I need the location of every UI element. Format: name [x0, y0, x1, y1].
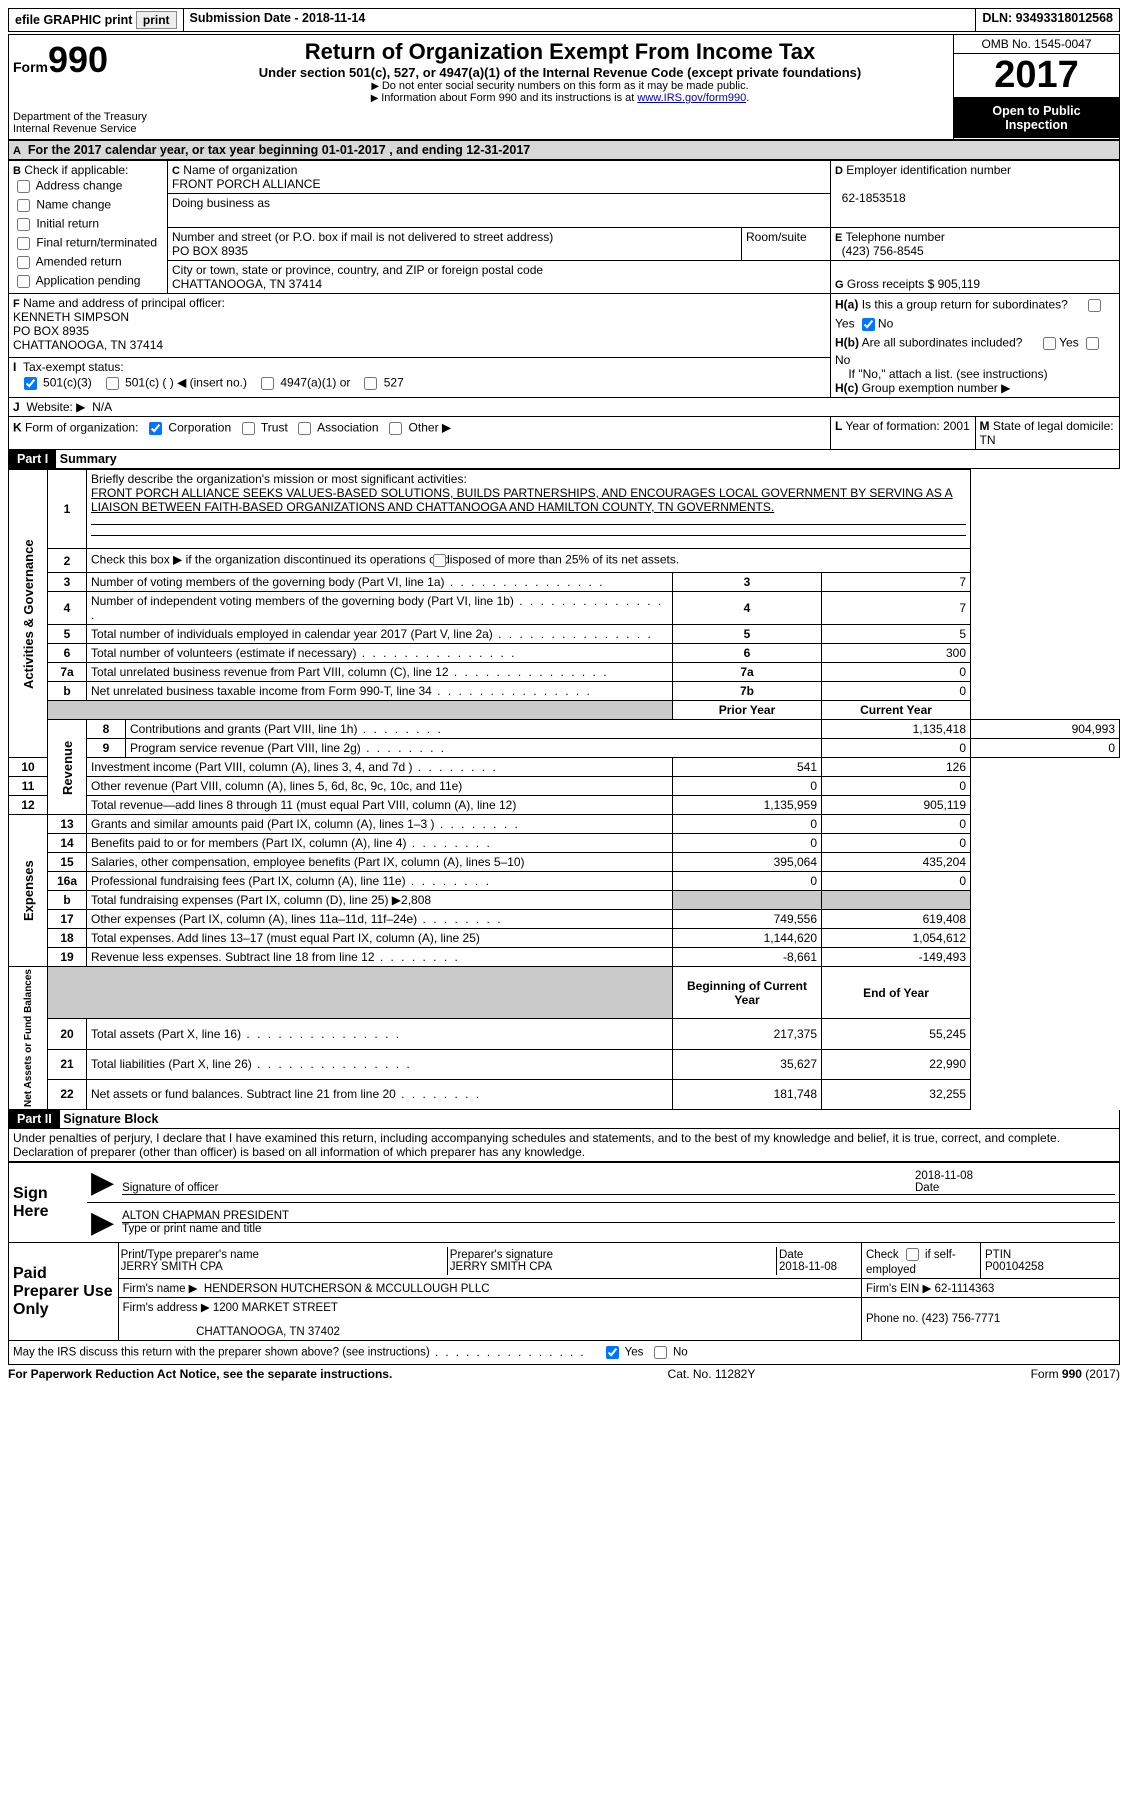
label-net-assets: Net Assets or Fund Balances [9, 967, 48, 1110]
submission-date: Submission Date - 2018-11-14 [184, 9, 977, 31]
form-word: Form [13, 59, 48, 75]
ha-no[interactable] [862, 318, 875, 331]
part1-title: Summary [60, 452, 117, 466]
part2-label: Part II [9, 1110, 60, 1128]
gross-receipts: Gross receipts $ 905,119 [847, 277, 980, 291]
signature-table: Sign Here ▶ Signature of officer 2018-11… [8, 1162, 1120, 1365]
row-a: A For the 2017 calendar year, or tax yea… [8, 140, 1120, 160]
dept-treasury: Department of the Treasury [13, 111, 163, 123]
discuss-no[interactable] [654, 1346, 667, 1359]
officer-name: ALTON CHAPMAN PRESIDENT [122, 1210, 289, 1222]
i-527[interactable] [364, 377, 377, 390]
part2-title: Signature Block [63, 1112, 158, 1126]
org-name: FRONT PORCH ALLIANCE [172, 177, 320, 191]
hb-yes[interactable] [1043, 337, 1056, 350]
phone: (423) 756-8545 [842, 244, 924, 258]
label-activities-governance: Activities & Governance [9, 470, 48, 758]
check-final-return[interactable] [17, 237, 30, 250]
i-4947[interactable] [261, 377, 274, 390]
top-bar: efile GRAPHIC print print Submission Dat… [8, 8, 1120, 32]
mission-text: FRONT PORCH ALLIANCE SEEKS VALUES-BASED … [91, 486, 953, 514]
open-public-1: Open to Public [956, 104, 1117, 118]
ha-yes[interactable] [1088, 299, 1101, 312]
footer-left: For Paperwork Reduction Act Notice, see … [8, 1367, 392, 1381]
self-employed-check[interactable] [906, 1248, 919, 1261]
tax-year: 2017 [954, 54, 1119, 98]
check-application-pending[interactable] [17, 275, 30, 288]
part2-header-row: Part II Signature Block [8, 1110, 1120, 1129]
l2-check[interactable] [433, 554, 446, 567]
check-name-change[interactable] [17, 199, 30, 212]
open-public-2: Inspection [956, 118, 1117, 132]
print-button[interactable]: print [136, 11, 177, 29]
paid-preparer-label: Paid Preparer Use Only [9, 1243, 119, 1341]
k-assoc[interactable] [298, 422, 311, 435]
penalty-text: Under penalties of perjury, I declare th… [8, 1129, 1120, 1162]
dln: DLN: 93493318012568 [976, 9, 1119, 31]
note-ssn: Do not enter social security numbers on … [171, 80, 949, 92]
k-trust[interactable] [242, 422, 255, 435]
footer-center: Cat. No. 11282Y [668, 1367, 756, 1381]
efile-label: efile GRAPHIC print [15, 13, 132, 27]
form-number: 990 [48, 39, 108, 80]
k-corp[interactable] [149, 422, 162, 435]
irs-link[interactable]: www.IRS.gov/form990 [637, 92, 746, 104]
k-other[interactable] [389, 422, 402, 435]
i-501c3[interactable] [24, 377, 37, 390]
city: CHATTANOOGA, TN 37414 [172, 277, 322, 291]
form-title: Return of Organization Exempt From Incom… [171, 39, 949, 65]
part1-label: Part I [9, 450, 56, 468]
dept-irs: Internal Revenue Service [13, 123, 163, 135]
discuss-yes[interactable] [606, 1346, 619, 1359]
label-expenses: Expenses [9, 815, 48, 967]
check-initial-return[interactable] [17, 218, 30, 231]
i-501c[interactable] [106, 377, 119, 390]
website: N/A [92, 400, 112, 414]
entity-info-table: B Check if applicable: Address change Na… [8, 160, 1120, 450]
hb-no[interactable] [1086, 337, 1099, 350]
street: PO BOX 8935 [172, 244, 248, 258]
ein: 62-1853518 [842, 191, 906, 205]
part1-table: Activities & Governance 1 Briefly descri… [8, 469, 1120, 1110]
page-footer: For Paperwork Reduction Act Notice, see … [8, 1365, 1120, 1381]
sign-arrow-icon: ▶ [87, 1163, 118, 1203]
form-subtitle: Under section 501(c), 527, or 4947(a)(1)… [171, 65, 949, 80]
form-header: Form990 Department of the Treasury Inter… [8, 34, 1120, 140]
check-address-change[interactable] [17, 180, 30, 193]
sign-here-label: Sign Here [9, 1163, 88, 1243]
omb-number: OMB No. 1545-0047 [954, 35, 1119, 54]
label-revenue: Revenue [48, 720, 87, 815]
part1-header-row: Part I Summary [8, 450, 1120, 469]
check-amended-return[interactable] [17, 256, 30, 269]
note-info-pre: Information about Form 990 and its instr… [371, 92, 638, 104]
sign-arrow-icon-2: ▶ [87, 1203, 118, 1243]
